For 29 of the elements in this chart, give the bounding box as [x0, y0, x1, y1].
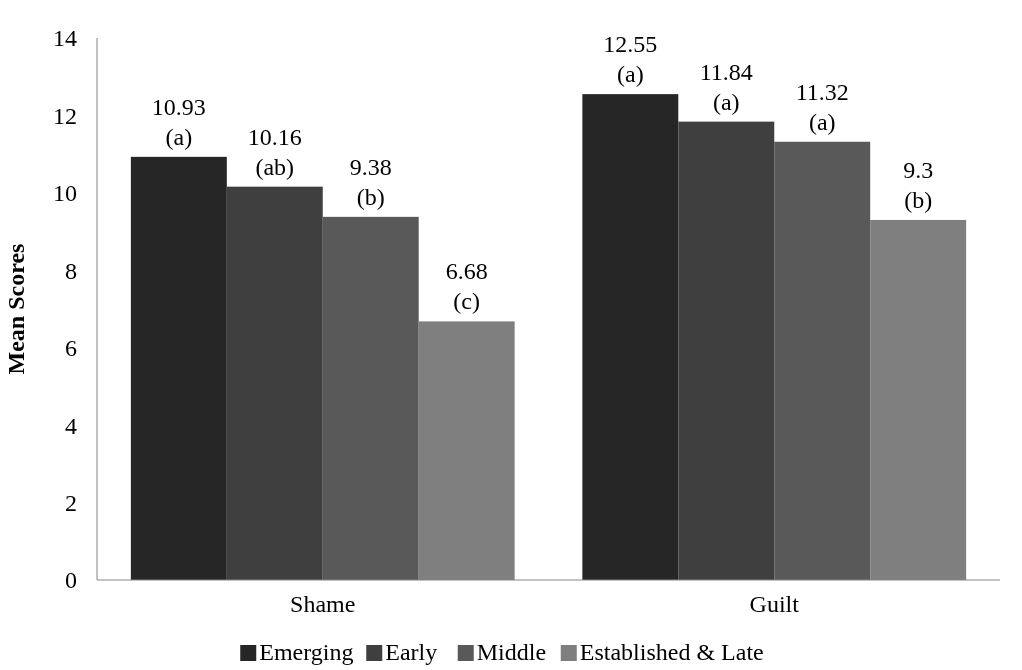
data-label: 12.55 (a)	[603, 31, 658, 88]
bar	[582, 94, 679, 580]
y-tick-label: 0	[65, 567, 77, 594]
bar	[226, 186, 323, 580]
bar	[774, 141, 871, 580]
y-tick-label: 14	[53, 25, 77, 52]
x-tick-label: Guilt	[749, 591, 800, 617]
y-tick-label: 12	[53, 102, 77, 129]
bar	[322, 216, 419, 580]
data-label: 10.16 (ab)	[247, 123, 302, 180]
data-label: 11.84 (a)	[699, 58, 753, 115]
legend-label: Middle	[476, 639, 547, 665]
y-tick-label: 10	[53, 180, 77, 207]
legend-label: Established & Late	[579, 639, 764, 665]
bar	[678, 121, 775, 580]
y-tick-label: 6	[65, 335, 77, 362]
data-label: 6.68 (c)	[445, 258, 488, 315]
y-tick-label: 8	[65, 257, 77, 284]
y-tick-label: 4	[65, 412, 77, 439]
data-label: 9.3 (b)	[903, 156, 934, 213]
legend-label: Emerging	[259, 639, 354, 665]
x-tick-label: Shame	[290, 591, 356, 617]
bar	[130, 156, 227, 580]
data-label: 10.93 (a)	[151, 93, 206, 150]
y-axis-title: Mean Scores	[3, 243, 29, 375]
data-label: 9.38 (b)	[349, 153, 392, 210]
y-tick-label: 2	[65, 489, 77, 516]
legend-label: Early	[385, 639, 438, 665]
data-label: 11.32 (a)	[795, 78, 849, 135]
